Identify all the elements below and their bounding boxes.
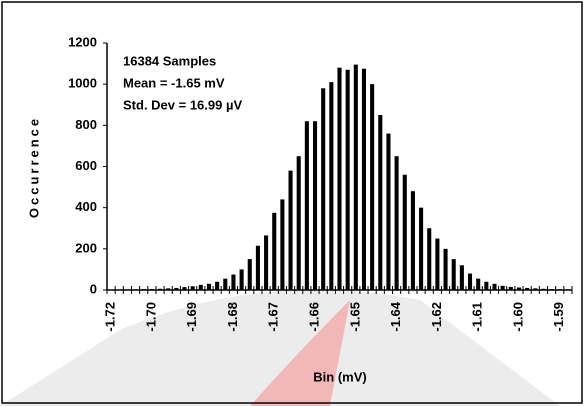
bar bbox=[508, 286, 513, 290]
bar bbox=[378, 115, 383, 291]
annotation: Mean = -1.65 mV bbox=[123, 75, 225, 90]
bar bbox=[206, 283, 212, 290]
bar bbox=[345, 69, 350, 290]
x-tick-label: -1.68 bbox=[225, 302, 240, 332]
bar bbox=[402, 174, 407, 290]
bar bbox=[427, 228, 432, 290]
bar bbox=[247, 259, 252, 290]
bar bbox=[565, 289, 570, 290]
bar bbox=[239, 269, 244, 290]
bar bbox=[198, 284, 203, 290]
bar bbox=[296, 156, 301, 290]
x-tick-label: -1.69 bbox=[184, 302, 199, 332]
bar bbox=[394, 156, 399, 290]
bar bbox=[443, 248, 448, 290]
bar bbox=[304, 121, 309, 290]
bar bbox=[255, 245, 260, 290]
bar bbox=[557, 289, 562, 290]
y-tick-label: 1200 bbox=[68, 34, 97, 49]
y-axis-label: Occurrence bbox=[26, 116, 41, 218]
bar bbox=[410, 191, 415, 290]
bar bbox=[525, 287, 530, 290]
y-tick-label: 600 bbox=[75, 158, 97, 173]
bar bbox=[451, 259, 456, 290]
bar bbox=[337, 67, 342, 290]
annotation: 16384 Samples bbox=[123, 53, 216, 68]
bar bbox=[125, 289, 130, 290]
y-tick-label: 400 bbox=[75, 199, 97, 214]
background-swoosh-red bbox=[250, 300, 350, 406]
bar bbox=[182, 287, 187, 290]
bar bbox=[549, 288, 554, 290]
x-tick-label: -1.70 bbox=[143, 302, 158, 332]
x-tick-label: -1.62 bbox=[429, 302, 444, 332]
bar bbox=[264, 235, 269, 290]
bar bbox=[361, 68, 367, 291]
annotation: Std. Dev = 16.99 µV bbox=[123, 97, 242, 112]
bar bbox=[223, 278, 228, 290]
bar bbox=[231, 274, 236, 290]
bar bbox=[541, 288, 546, 290]
x-tick-label: -1.66 bbox=[306, 302, 321, 332]
bar bbox=[215, 281, 220, 290]
bar bbox=[157, 288, 163, 290]
x-tick-label: -1.59 bbox=[551, 302, 566, 332]
bar bbox=[166, 288, 171, 290]
bar bbox=[484, 281, 489, 290]
bar bbox=[149, 288, 154, 290]
bar bbox=[435, 238, 440, 290]
bar bbox=[467, 273, 473, 290]
y-tick-label: 800 bbox=[75, 117, 97, 132]
y-tick-label: 0 bbox=[90, 281, 97, 296]
x-tick-label: -1.60 bbox=[510, 302, 525, 332]
bar bbox=[500, 285, 505, 290]
bar bbox=[190, 286, 195, 290]
x-axis-label: Bin (mV) bbox=[313, 369, 366, 384]
x-tick-label: -1.65 bbox=[347, 302, 362, 332]
x-tick-label: -1.61 bbox=[470, 302, 485, 332]
x-tick-label: -1.67 bbox=[266, 302, 281, 332]
y-tick-label: 1000 bbox=[68, 76, 97, 91]
bar bbox=[321, 88, 326, 291]
background-swoosh bbox=[0, 290, 560, 406]
x-tick-label: -1.64 bbox=[388, 301, 403, 331]
bar bbox=[419, 207, 424, 290]
bar bbox=[272, 212, 277, 290]
bar bbox=[329, 82, 334, 290]
bar bbox=[288, 170, 293, 290]
bar bbox=[533, 288, 538, 290]
bar bbox=[459, 265, 464, 290]
bar bbox=[386, 133, 391, 290]
x-tick-label: -1.72 bbox=[103, 302, 118, 332]
bar bbox=[476, 278, 481, 290]
bar bbox=[492, 283, 497, 290]
bar bbox=[133, 289, 138, 290]
y-tick-label: 200 bbox=[75, 240, 97, 255]
bar bbox=[280, 199, 285, 290]
bar bbox=[312, 121, 318, 290]
bar bbox=[174, 287, 179, 290]
bar bbox=[370, 84, 375, 291]
bar bbox=[141, 289, 146, 290]
bar bbox=[353, 64, 358, 290]
bar bbox=[516, 287, 522, 290]
